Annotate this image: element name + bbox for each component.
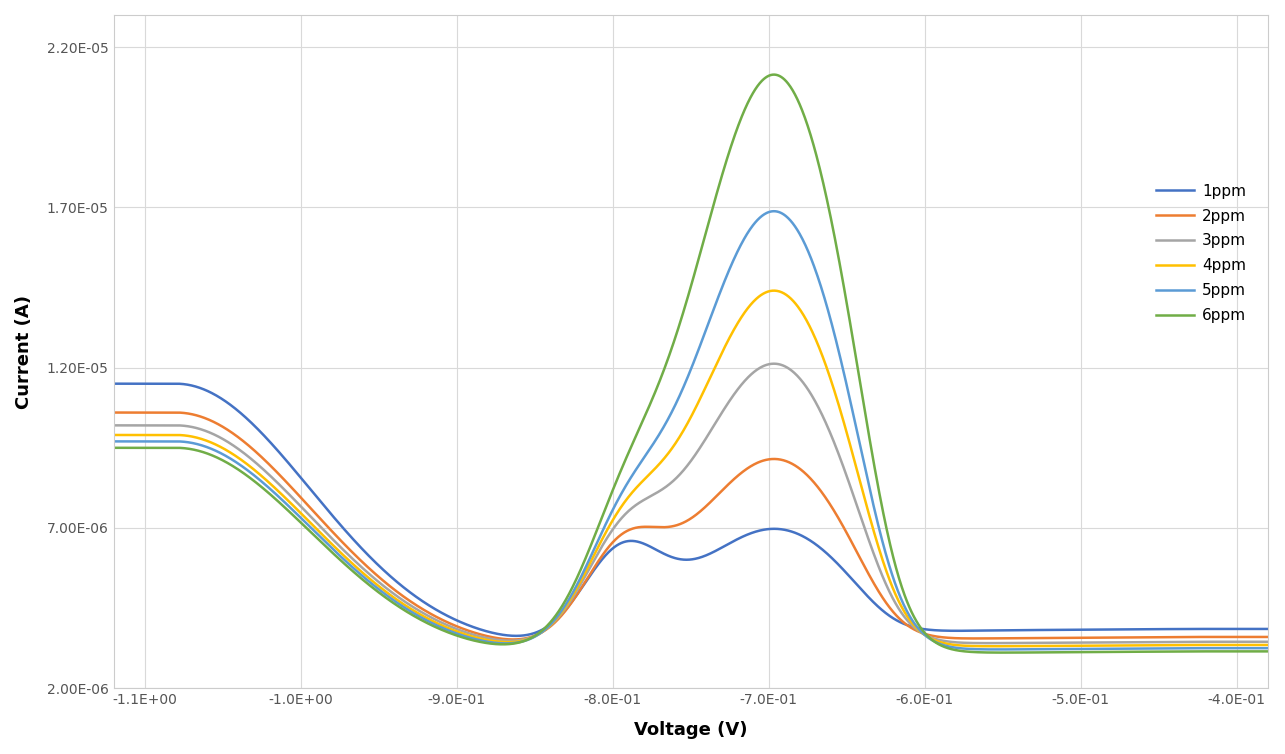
6ppm bbox=[1016, 648, 1032, 657]
6ppm bbox=[1227, 647, 1243, 656]
3ppm bbox=[979, 639, 995, 648]
4ppm bbox=[1228, 640, 1244, 649]
3ppm bbox=[1016, 639, 1032, 648]
Legend: 1ppm, 2ppm, 3ppm, 4ppm, 5ppm, 6ppm: 1ppm, 2ppm, 3ppm, 4ppm, 5ppm, 6ppm bbox=[1150, 177, 1252, 329]
1ppm bbox=[668, 554, 684, 563]
6ppm bbox=[1228, 647, 1244, 656]
2ppm bbox=[1016, 633, 1032, 642]
3ppm bbox=[105, 421, 121, 430]
5ppm bbox=[1227, 644, 1243, 653]
3ppm bbox=[1261, 637, 1276, 646]
Line: 1ppm: 1ppm bbox=[113, 384, 1268, 636]
4ppm bbox=[1227, 640, 1243, 649]
1ppm bbox=[1227, 624, 1243, 633]
1ppm bbox=[164, 379, 180, 388]
Line: 3ppm: 3ppm bbox=[113, 363, 1268, 643]
1ppm bbox=[1261, 624, 1276, 633]
5ppm bbox=[989, 645, 1005, 654]
2ppm bbox=[168, 408, 184, 417]
3ppm bbox=[636, 495, 651, 504]
6ppm bbox=[105, 443, 121, 452]
5ppm bbox=[667, 401, 682, 410]
6ppm bbox=[995, 648, 1010, 657]
2ppm bbox=[668, 521, 684, 530]
6ppm bbox=[1261, 647, 1276, 656]
2ppm bbox=[1227, 633, 1243, 642]
3ppm bbox=[1227, 637, 1243, 646]
5ppm bbox=[636, 452, 651, 461]
Y-axis label: Current (A): Current (A) bbox=[15, 295, 33, 409]
5ppm bbox=[1016, 645, 1032, 654]
6ppm bbox=[636, 413, 651, 422]
2ppm bbox=[164, 408, 180, 417]
2ppm bbox=[1261, 633, 1276, 642]
2ppm bbox=[105, 408, 121, 417]
1ppm bbox=[637, 540, 653, 549]
1ppm bbox=[509, 631, 524, 640]
5ppm bbox=[164, 437, 180, 446]
1ppm bbox=[1016, 626, 1032, 635]
4ppm bbox=[636, 475, 651, 484]
5ppm bbox=[1228, 644, 1244, 653]
2ppm bbox=[505, 635, 520, 644]
4ppm bbox=[667, 440, 682, 449]
Line: 2ppm: 2ppm bbox=[113, 412, 1268, 639]
6ppm bbox=[164, 443, 180, 452]
X-axis label: Voltage (V): Voltage (V) bbox=[634, 721, 748, 739]
2ppm bbox=[637, 523, 653, 532]
5ppm bbox=[766, 207, 781, 216]
1ppm bbox=[168, 379, 184, 388]
4ppm bbox=[164, 431, 180, 440]
3ppm bbox=[667, 475, 682, 484]
3ppm bbox=[1228, 637, 1244, 646]
1ppm bbox=[1228, 624, 1244, 633]
1ppm bbox=[105, 379, 121, 388]
Line: 6ppm: 6ppm bbox=[113, 75, 1268, 652]
4ppm bbox=[766, 286, 781, 295]
2ppm bbox=[1228, 633, 1244, 642]
4ppm bbox=[105, 431, 121, 440]
Line: 5ppm: 5ppm bbox=[113, 211, 1268, 649]
4ppm bbox=[1261, 640, 1276, 649]
Line: 4ppm: 4ppm bbox=[113, 290, 1268, 646]
6ppm bbox=[766, 70, 781, 79]
6ppm bbox=[667, 334, 682, 343]
4ppm bbox=[1016, 642, 1032, 651]
5ppm bbox=[105, 437, 121, 446]
4ppm bbox=[986, 642, 1001, 651]
5ppm bbox=[1261, 644, 1276, 653]
3ppm bbox=[164, 421, 180, 430]
3ppm bbox=[766, 359, 781, 368]
